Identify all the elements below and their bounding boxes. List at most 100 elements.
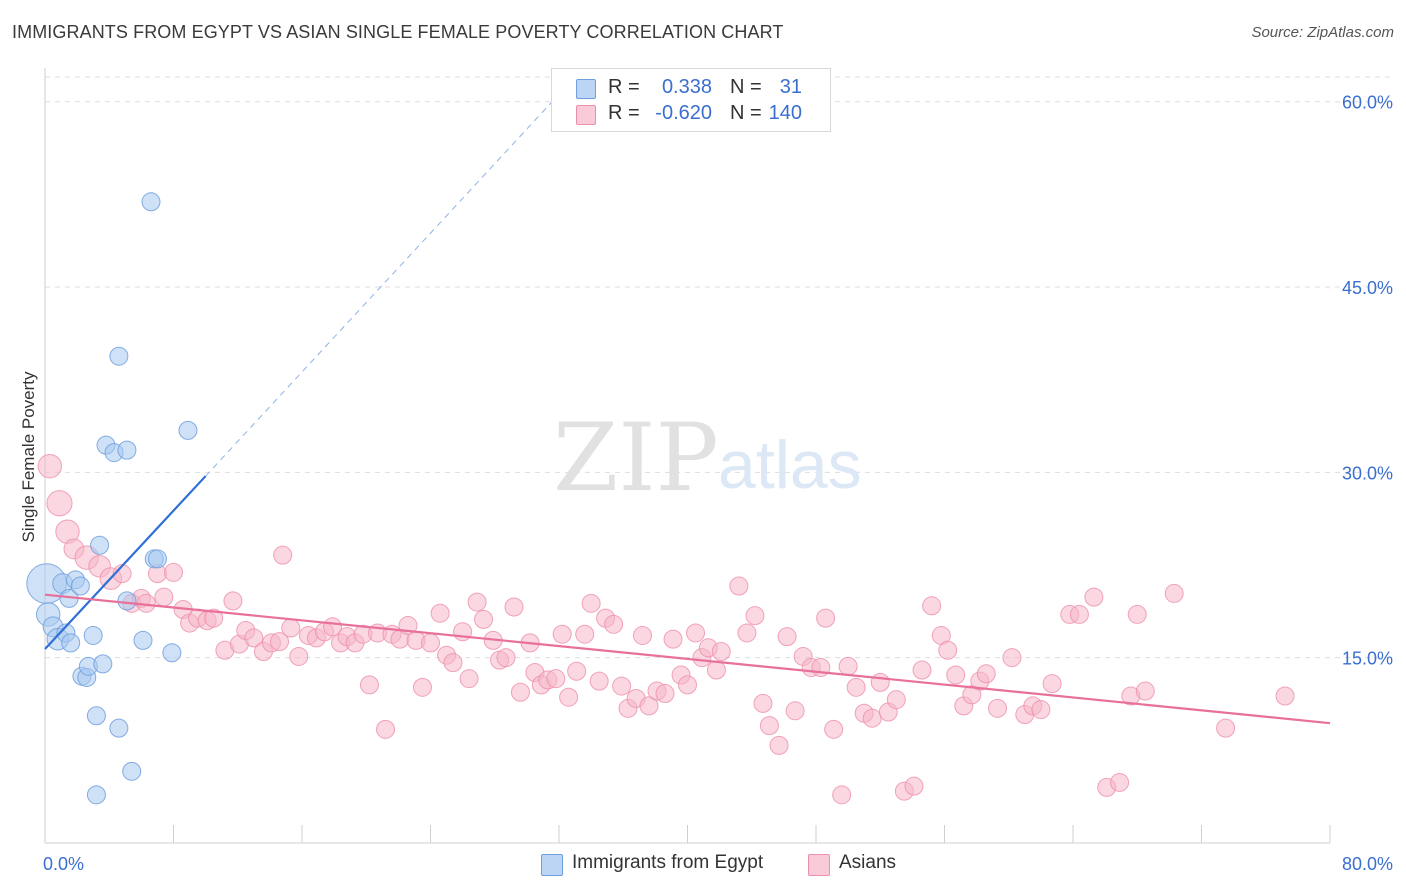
x-tick-label: 0.0% xyxy=(43,854,84,874)
egypt-point xyxy=(90,535,110,555)
asian-point xyxy=(1127,604,1147,624)
asian-point xyxy=(838,656,858,676)
asian-point xyxy=(706,660,726,680)
asian-point xyxy=(886,690,906,710)
asian-point xyxy=(37,453,63,479)
watermark: ZIP atlas xyxy=(553,404,862,513)
asian-point xyxy=(846,677,866,697)
asian-point xyxy=(244,628,264,648)
asian-point xyxy=(612,676,632,696)
tick-labels: 15.0% 30.0% 45.0% 60.0% 0.0% 80.0% xyxy=(43,93,1393,874)
y-tick-label: 60.0% xyxy=(1342,93,1393,113)
asian-points-layer xyxy=(37,453,1295,805)
legend-n-label: N = xyxy=(730,102,762,124)
asian-point xyxy=(904,776,924,796)
legend-swatch-egypt xyxy=(576,79,596,99)
asian-point xyxy=(639,696,659,716)
asian-point xyxy=(204,608,224,628)
egypt-point xyxy=(117,440,137,460)
correlation-legend: R = 0.338 N = 31 R = -0.620 N = 140 xyxy=(551,68,831,132)
asian-point xyxy=(421,633,440,653)
legend-r-label: R = xyxy=(608,76,640,98)
y-tick-label: 45.0% xyxy=(1342,278,1393,298)
egypt-point xyxy=(86,706,106,726)
asian-point xyxy=(1164,583,1184,603)
asian-point xyxy=(589,671,609,691)
asian-point xyxy=(510,682,530,702)
asian-point xyxy=(281,618,301,638)
asian-point xyxy=(729,576,749,596)
legend-swatch-asians xyxy=(808,854,830,876)
egypt-point xyxy=(83,625,103,645)
y-tick-label: 30.0% xyxy=(1342,463,1393,483)
asian-point xyxy=(938,640,958,660)
asian-point xyxy=(1084,587,1104,607)
asian-point xyxy=(1042,674,1062,694)
chart-title: IMMIGRANTS FROM EGYPT VS ASIAN SINGLE FE… xyxy=(12,22,784,42)
asian-point xyxy=(359,675,379,695)
asian-point xyxy=(988,698,1008,718)
asian-point xyxy=(504,597,524,617)
legend-swatch-asians xyxy=(576,105,596,125)
legend-r-value: 0.338 xyxy=(661,76,712,98)
asian-point xyxy=(759,716,779,736)
asian-point xyxy=(1275,686,1295,706)
asian-point xyxy=(686,623,706,643)
asian-point xyxy=(1002,648,1022,668)
egypt-point xyxy=(147,549,167,569)
asian-point xyxy=(270,632,290,652)
egypt-point xyxy=(61,633,81,653)
asian-point xyxy=(1069,604,1089,624)
legend-swatch-egypt xyxy=(541,854,563,876)
asian-point xyxy=(1110,772,1130,792)
asian-point xyxy=(273,545,293,565)
asian-point xyxy=(567,661,587,681)
egypt-trend-extension xyxy=(205,93,560,477)
asian-point xyxy=(785,701,805,721)
legend-n-label: N = xyxy=(730,76,762,98)
legend-n-value: 31 xyxy=(779,76,802,98)
egypt-point xyxy=(133,630,153,650)
egypt-point xyxy=(178,420,198,440)
asian-point xyxy=(430,603,450,623)
egypt-point xyxy=(141,192,161,212)
egypt-point xyxy=(162,643,182,663)
asian-point xyxy=(769,735,789,755)
egypt-points-layer xyxy=(26,192,198,805)
asian-point xyxy=(870,672,890,692)
asian-point xyxy=(663,629,683,649)
asian-point xyxy=(1031,700,1051,720)
legend-n-value: 140 xyxy=(768,102,802,124)
asian-point xyxy=(154,587,174,607)
legend-row-asians: R = -0.620 N = 140 xyxy=(552,101,830,127)
egypt-point xyxy=(109,718,129,738)
asian-point xyxy=(737,623,757,643)
egypt-point xyxy=(93,654,113,674)
asian-point xyxy=(824,719,844,739)
asian-point xyxy=(412,677,432,697)
legend-r-label: R = xyxy=(608,102,640,124)
legend-label-asians: Asians xyxy=(839,852,897,873)
watermark-zip: ZIP xyxy=(553,404,719,513)
asian-point xyxy=(581,593,601,613)
asian-point xyxy=(467,592,487,612)
asian-point xyxy=(604,614,624,634)
egypt-point xyxy=(117,591,137,611)
asian-point xyxy=(46,490,73,517)
asian-point xyxy=(459,669,479,689)
asian-point xyxy=(922,596,942,616)
asian-point xyxy=(745,606,765,626)
legend-row-egypt: R = 0.338 N = 31 xyxy=(552,75,830,101)
legend-label-egypt: Immigrants from Egypt xyxy=(572,852,764,873)
legend-r-value: -0.620 xyxy=(655,102,712,124)
asian-point xyxy=(164,562,183,582)
asian-point xyxy=(976,664,996,684)
asian-point xyxy=(678,675,697,695)
watermark-atlas: atlas xyxy=(718,427,862,503)
asian-trend-line xyxy=(44,593,1331,725)
asian-point xyxy=(832,785,852,805)
asian-point xyxy=(711,642,731,661)
asian-point xyxy=(912,660,932,680)
egypt-point xyxy=(122,761,142,781)
